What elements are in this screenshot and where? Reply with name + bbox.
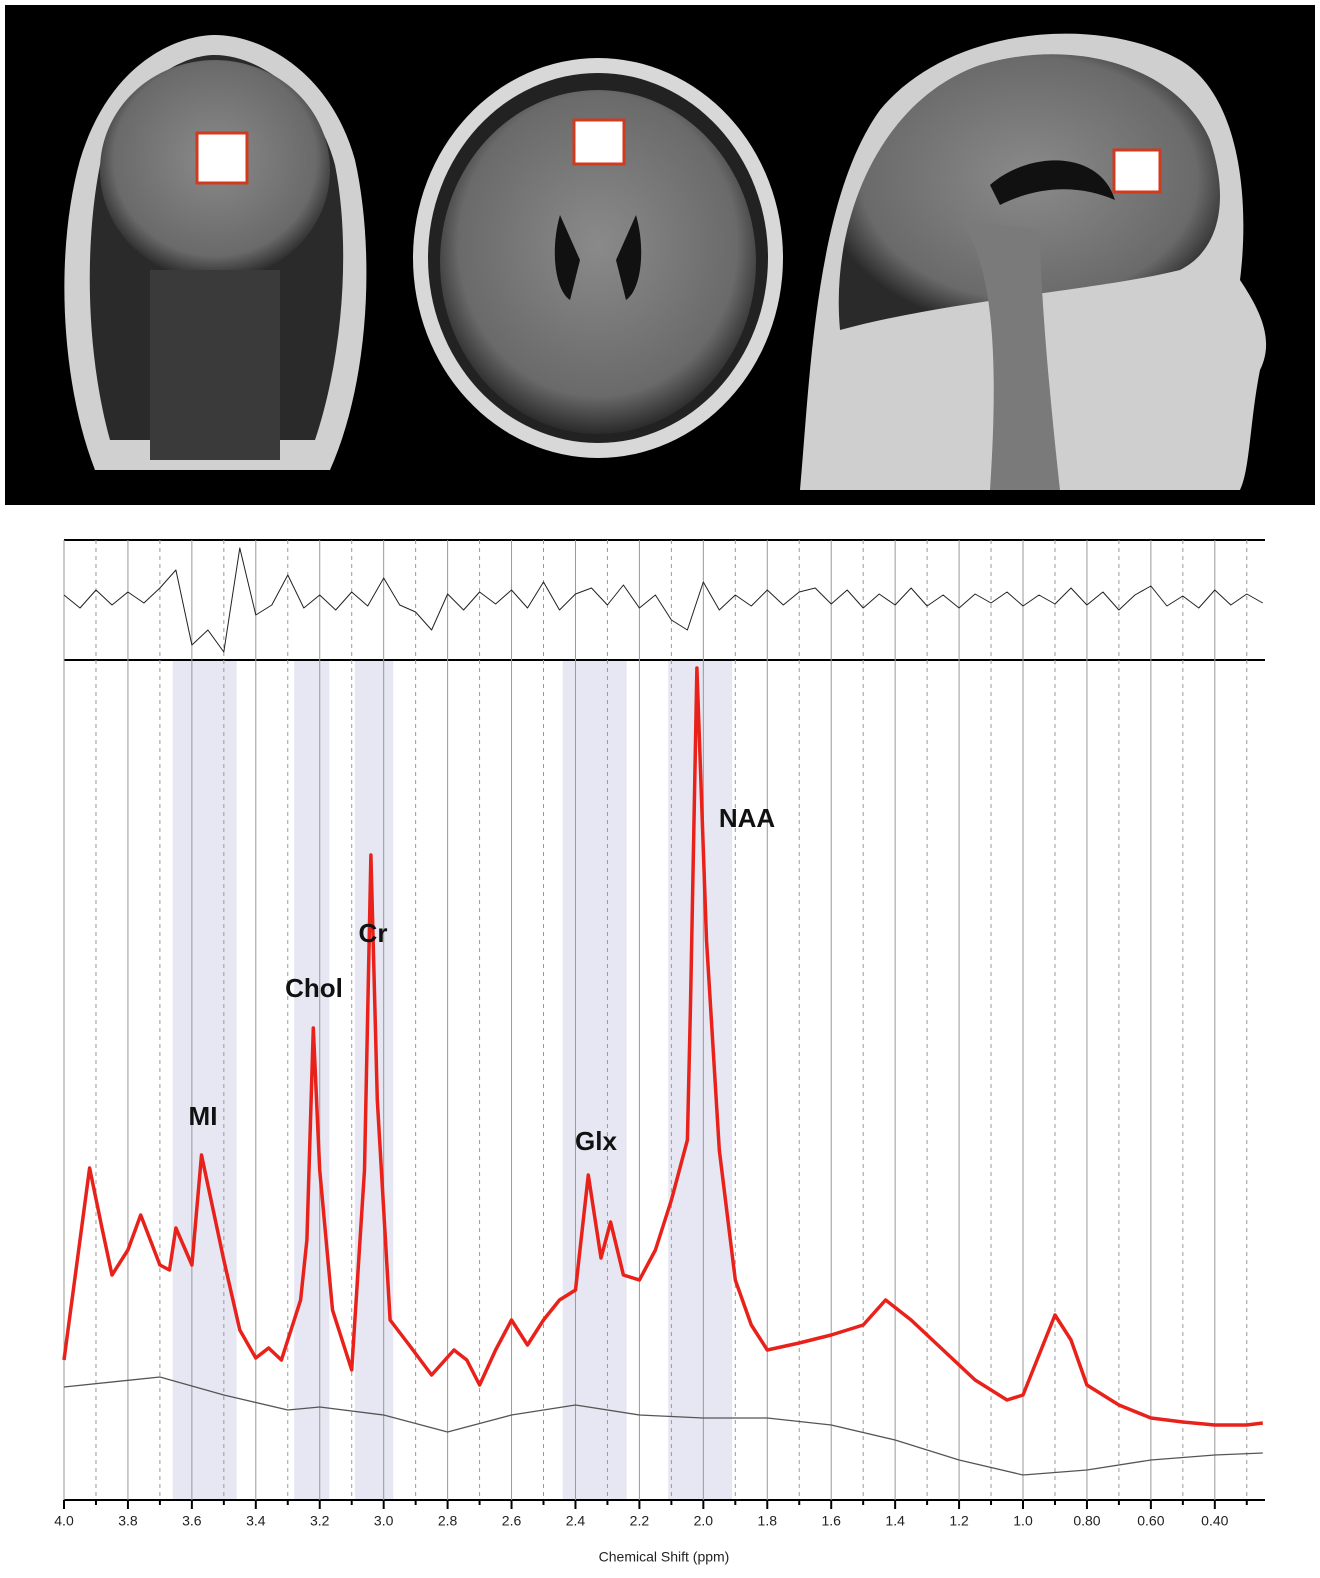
x-tick-label: 2.6: [502, 1513, 522, 1529]
peak-label: NAA: [719, 803, 776, 833]
x-tick-label: 2.4: [566, 1513, 586, 1529]
x-tick-label: 2.2: [630, 1513, 650, 1529]
x-tick-label: 1.4: [885, 1513, 905, 1529]
voxel-marker: [1112, 148, 1162, 194]
x-tick-label: 2.0: [694, 1513, 714, 1529]
x-tick-label: 3.2: [310, 1513, 330, 1529]
x-tick-label: 3.0: [374, 1513, 394, 1529]
x-tick-label: 0.80: [1073, 1513, 1100, 1529]
voxel-marker: [572, 118, 626, 166]
brainstem: [960, 220, 1060, 490]
fit-curve: [62, 666, 1264, 1427]
baseline-curve: [63, 1376, 1263, 1476]
highlight-region: [172, 660, 237, 1500]
voxel-marker: [195, 131, 249, 185]
peak-label: Chol: [285, 973, 343, 1003]
x-tick-label: 0.40: [1201, 1513, 1228, 1529]
x-axis-title: Chemical Shift (ppm): [599, 1549, 730, 1565]
residual-curve: [63, 547, 1264, 653]
x-tick-label: 1.8: [758, 1513, 778, 1529]
x-tick-label: 3.4: [246, 1513, 266, 1529]
x-tick-label: 0.60: [1137, 1513, 1164, 1529]
highlight-region: [562, 660, 627, 1500]
highlight-region: [354, 660, 394, 1500]
axial-ventricles: [554, 215, 642, 300]
corpus-callosum: [990, 160, 1115, 205]
x-tick-label: 1.0: [1013, 1513, 1033, 1529]
peak-label: Glx: [575, 1126, 617, 1156]
x-tick-label: 2.8: [438, 1513, 458, 1529]
mri-panel: [5, 5, 1315, 505]
coronal-face: [150, 270, 280, 460]
spectrum-plot: Chemical Shift (ppm): [64, 539, 1265, 1565]
peak-label: Cr: [359, 918, 388, 948]
x-tick-label: 1.2: [949, 1513, 969, 1529]
x-tick-label: 4.0: [54, 1513, 74, 1529]
x-tick-label: 3.6: [182, 1513, 202, 1529]
x-tick-label: 3.8: [118, 1513, 138, 1529]
x-tick-label: 1.6: [821, 1513, 841, 1529]
peak-label: MI: [189, 1101, 218, 1131]
axial-brain: [440, 90, 756, 434]
